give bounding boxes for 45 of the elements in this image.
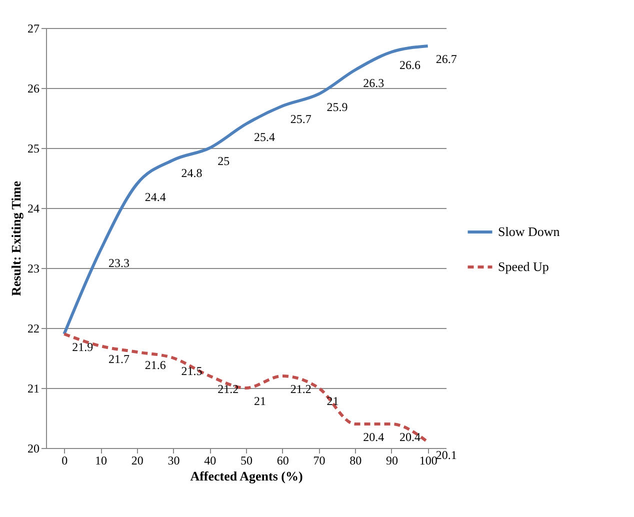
data-label: 21.2 bbox=[290, 382, 312, 396]
x-tick-label: 60 bbox=[276, 454, 289, 468]
legend-label: Slow Down bbox=[498, 224, 560, 239]
y-tick-label: 20 bbox=[28, 442, 40, 456]
x-tick-label: 80 bbox=[350, 454, 362, 468]
data-label: 20.4 bbox=[399, 430, 420, 444]
y-tick-label: 23 bbox=[28, 262, 40, 276]
x-tick-label: 30 bbox=[168, 454, 180, 468]
data-label: 25 bbox=[218, 154, 230, 168]
data-label: 20.1 bbox=[436, 448, 457, 462]
data-label: 21.2 bbox=[218, 382, 239, 396]
data-label: 20.4 bbox=[363, 430, 384, 444]
line-series bbox=[62, 332, 430, 444]
y-tick-label: 21 bbox=[28, 382, 40, 396]
x-tick-label: 20 bbox=[131, 454, 144, 468]
y-tick-label: 24 bbox=[28, 202, 40, 216]
data-label: 25.9 bbox=[326, 100, 348, 114]
x-tick-label: 100 bbox=[419, 454, 438, 468]
y-tick-label: 25 bbox=[28, 142, 40, 156]
y-tick-label: 26 bbox=[28, 82, 40, 96]
x-tick-label: 70 bbox=[313, 454, 326, 468]
data-label: 25.7 bbox=[290, 112, 312, 126]
x-tick-label: 50 bbox=[240, 454, 252, 468]
x-tick-label: 0 bbox=[62, 454, 68, 468]
data-label: 21 bbox=[326, 394, 339, 408]
data-label: 25.4 bbox=[254, 130, 275, 144]
data-label: 24.4 bbox=[144, 190, 166, 204]
data-label: 26.7 bbox=[436, 52, 457, 66]
x-tick-label: 40 bbox=[204, 454, 216, 468]
y-tick-label: 27 bbox=[28, 22, 40, 36]
data-label: 21 bbox=[254, 394, 266, 408]
y-axis-title: Result: Exiting Time bbox=[8, 180, 24, 296]
data-label: 21.9 bbox=[72, 340, 94, 354]
data-label: 26.6 bbox=[399, 58, 420, 72]
data-label: 23.3 bbox=[108, 256, 130, 270]
line-series bbox=[62, 44, 430, 336]
y-tick-label: 22 bbox=[28, 322, 40, 336]
data-label: 26.3 bbox=[363, 76, 384, 90]
x-axis-title: Affected Agents (%) bbox=[190, 468, 303, 484]
x-tick-label: 10 bbox=[95, 454, 108, 468]
data-label: 21.7 bbox=[108, 352, 130, 366]
data-label: 24.8 bbox=[181, 166, 202, 180]
legend-label: Speed Up bbox=[498, 259, 549, 274]
data-label: 21.6 bbox=[144, 358, 166, 372]
x-tick-label: 90 bbox=[386, 454, 398, 468]
